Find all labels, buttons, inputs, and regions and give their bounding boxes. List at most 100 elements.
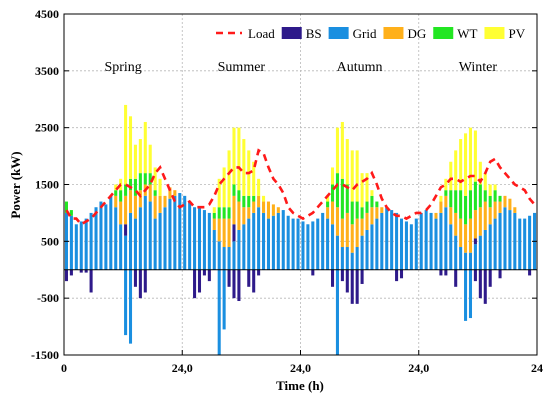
- dg-bar: [242, 207, 246, 225]
- bs-negative-bar: [143, 269, 147, 293]
- bs-negative-bar: [311, 269, 315, 276]
- legend-label-bs: BS: [306, 26, 322, 41]
- grid-bar: [148, 201, 152, 270]
- grid-bar: [143, 195, 147, 270]
- pv-bar: [330, 167, 335, 185]
- grid-bar: [434, 218, 438, 270]
- dg-bar: [488, 207, 492, 225]
- pv-bar: [222, 167, 226, 208]
- pv-bar: [365, 173, 369, 202]
- bs-negative-bar: [399, 269, 404, 279]
- pv-bar: [488, 184, 492, 196]
- wt-bar: [498, 195, 502, 202]
- grid-bar: [306, 224, 310, 270]
- dg-bar: [449, 207, 453, 225]
- grid-bar: [301, 221, 305, 270]
- grid-bar: [207, 212, 211, 270]
- legend-swatch-grid: [328, 27, 349, 39]
- legend-swatch-bs: [281, 27, 302, 39]
- x-tick-label: 0: [61, 361, 67, 375]
- dg-bar: [464, 224, 468, 253]
- season-labels: Spring Summer Autumn Winter: [104, 60, 497, 75]
- wt-bar: [114, 190, 118, 196]
- bs-negative-bar: [488, 269, 492, 287]
- grid-bar: [281, 210, 285, 270]
- bs-negative-bar: [237, 269, 241, 302]
- grid-bar: [370, 224, 374, 270]
- wt-bar: [232, 184, 236, 196]
- bs-negative-bar: [257, 269, 261, 276]
- pv-bar: [459, 139, 463, 191]
- grid-bar: [202, 210, 206, 270]
- grid-bar: [286, 215, 290, 270]
- grid-bar: [232, 241, 236, 270]
- y-tick-label: -500: [37, 291, 59, 305]
- bs-negative-bar: [232, 269, 236, 299]
- pv-bar: [217, 178, 221, 208]
- dg-bar: [168, 187, 172, 199]
- pv-bar: [133, 144, 137, 179]
- pv-bar: [355, 150, 359, 202]
- grid-bar: [365, 229, 369, 270]
- season-label: Autumn: [337, 60, 383, 75]
- dg-bar: [124, 195, 128, 225]
- grid-bar: [104, 204, 108, 270]
- pv-bar: [478, 161, 482, 185]
- grid-bar: [153, 218, 157, 270]
- legend-label-pv: PV: [508, 26, 525, 41]
- bs-negative-bar: [350, 269, 354, 304]
- dg-bar: [257, 195, 261, 208]
- dg-bar: [212, 218, 216, 230]
- dg-bar: [237, 201, 241, 230]
- legend-label-load: Load: [248, 26, 275, 41]
- grid-bar: [128, 212, 133, 270]
- grid-bar: [508, 210, 512, 270]
- wt-bar: [459, 190, 463, 219]
- dg-bar: [330, 201, 335, 225]
- pv-bar: [345, 139, 349, 185]
- pv-bar: [128, 116, 133, 179]
- wt-bar: [247, 195, 251, 208]
- grid-bar: [212, 229, 216, 270]
- grid-bar: [528, 215, 532, 270]
- bar-series: [64, 104, 537, 355]
- grid-bar: [79, 221, 83, 270]
- pv-bar: [360, 173, 364, 208]
- wt-bar: [252, 195, 256, 202]
- dg-bar: [370, 207, 374, 225]
- pv-bar: [335, 127, 339, 174]
- dg-bar: [444, 195, 448, 208]
- pv-bar: [370, 190, 374, 196]
- pv-bar: [124, 104, 128, 185]
- dg-bar: [468, 218, 473, 253]
- grid-bar: [168, 198, 172, 270]
- dg-bar: [478, 207, 482, 236]
- dg-bar: [266, 201, 271, 219]
- grid-bar: [183, 195, 187, 270]
- dg-bar: [483, 201, 487, 230]
- pv-bar: [493, 184, 497, 191]
- grid-bar: [429, 212, 433, 270]
- grid-bar: [345, 247, 349, 270]
- grid-bar: [316, 218, 320, 270]
- grid-negative-bar: [128, 269, 133, 344]
- wt-bar: [464, 195, 468, 225]
- bs-negative-bar: [84, 269, 88, 273]
- pv-bar: [464, 133, 468, 196]
- bs-negative-bar: [207, 269, 211, 282]
- wt-bar: [143, 173, 147, 185]
- grid-bar: [399, 218, 404, 270]
- pv-bar: [212, 207, 216, 213]
- pv-bar: [340, 121, 344, 179]
- grid-bar: [523, 218, 527, 270]
- grid-bar: [503, 207, 507, 270]
- bs-negative-bar: [227, 269, 231, 287]
- wt-bar: [350, 201, 354, 225]
- grid-bar: [227, 247, 231, 270]
- grid-bar: [69, 215, 73, 270]
- legend-label-wt: WT: [457, 26, 477, 41]
- dg-bar: [375, 207, 379, 219]
- grid-bar: [488, 224, 492, 270]
- wt-bar: [119, 190, 123, 202]
- grid-bar: [94, 207, 98, 270]
